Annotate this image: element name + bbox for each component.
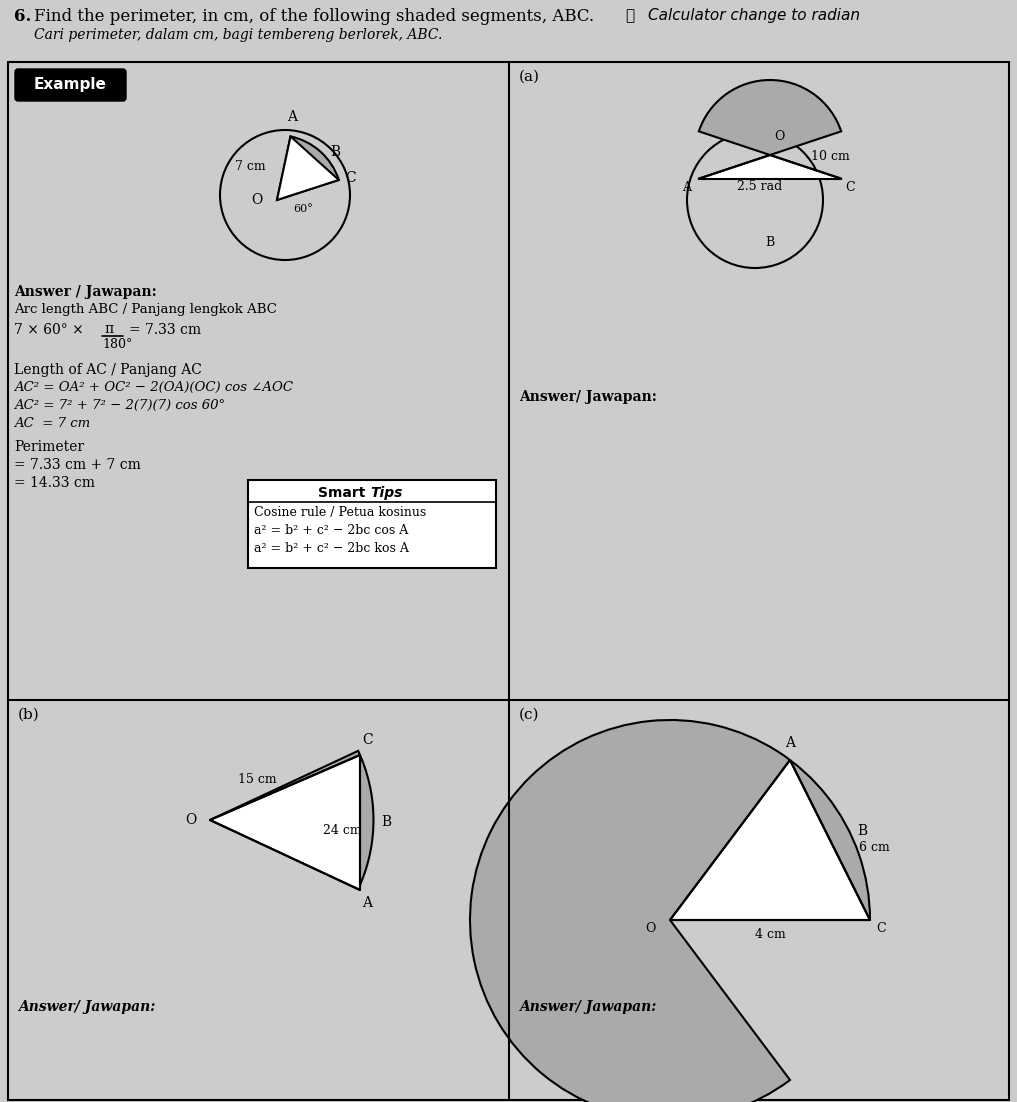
- FancyBboxPatch shape: [15, 69, 126, 101]
- Text: Cari perimeter, dalam cm, bagi tembereng berlorek, ABC.: Cari perimeter, dalam cm, bagi tembereng…: [34, 28, 442, 42]
- Text: B: B: [381, 815, 392, 830]
- Text: π: π: [104, 322, 113, 336]
- Text: C: C: [362, 733, 372, 747]
- Text: 24 cm: 24 cm: [322, 824, 361, 838]
- Text: O: O: [185, 813, 196, 826]
- Text: Smart: Smart: [317, 486, 370, 500]
- Text: O: O: [646, 922, 656, 934]
- Polygon shape: [210, 755, 360, 890]
- Text: Perimeter: Perimeter: [14, 440, 84, 454]
- Text: 10 cm: 10 cm: [811, 150, 849, 163]
- Wedge shape: [699, 80, 841, 155]
- Text: A: A: [362, 896, 372, 910]
- Bar: [8, 62, 508, 700]
- Wedge shape: [277, 137, 339, 199]
- Polygon shape: [670, 760, 870, 920]
- Text: AC² = 7² + 7² − 2(7)(7) cos 60°: AC² = 7² + 7² − 2(7)(7) cos 60°: [14, 399, 225, 412]
- Polygon shape: [277, 137, 339, 199]
- Text: Find the perimeter, in cm, of the following shaded segments, ABC.: Find the perimeter, in cm, of the follow…: [34, 8, 594, 25]
- Text: C: C: [345, 171, 356, 185]
- Text: 60°: 60°: [293, 204, 313, 214]
- Text: O: O: [774, 130, 784, 143]
- Text: AC² = OA² + OC² − 2(OA)(OC) cos ∠AOC: AC² = OA² + OC² − 2(OA)(OC) cos ∠AOC: [14, 381, 293, 395]
- Text: AC  = 7 cm: AC = 7 cm: [14, 417, 91, 430]
- Bar: [248, 480, 496, 568]
- Text: (c): (c): [519, 707, 539, 722]
- Text: a² = b² + c² − 2bc kos A: a² = b² + c² − 2bc kos A: [254, 542, 409, 555]
- Text: 6.: 6.: [14, 8, 32, 25]
- Text: = 14.33 cm: = 14.33 cm: [14, 476, 95, 490]
- Text: B: B: [766, 236, 775, 249]
- Text: Calculator change to radian: Calculator change to radian: [648, 8, 860, 23]
- Bar: [8, 700, 1009, 1100]
- Text: O: O: [252, 193, 263, 207]
- Text: Tips: Tips: [370, 486, 403, 500]
- Text: 4 cm: 4 cm: [755, 928, 785, 941]
- Text: A: A: [288, 110, 298, 125]
- Text: Answer / Jawapan:: Answer / Jawapan:: [14, 285, 157, 299]
- Text: C: C: [876, 922, 886, 934]
- Text: 180°: 180°: [102, 338, 132, 352]
- Text: A: A: [681, 181, 691, 194]
- Text: C: C: [845, 181, 855, 194]
- Bar: [508, 62, 1009, 700]
- Text: (a): (a): [519, 71, 540, 84]
- Text: Example: Example: [34, 77, 107, 93]
- Text: = 7.33 cm: = 7.33 cm: [129, 323, 201, 337]
- Text: 7 × 60° ×: 7 × 60° ×: [14, 323, 83, 337]
- Text: = 7.33 cm + 7 cm: = 7.33 cm + 7 cm: [14, 458, 141, 472]
- Text: ⒳: ⒳: [625, 8, 635, 23]
- Text: 15 cm: 15 cm: [238, 773, 277, 786]
- Text: A: A: [785, 736, 795, 750]
- Text: B: B: [331, 144, 341, 159]
- Text: 2.5 rad: 2.5 rad: [737, 180, 783, 193]
- Text: a² = b² + c² − 2bc cos A: a² = b² + c² − 2bc cos A: [254, 523, 408, 537]
- Text: Arc length ABC / Panjang lengkok ABC: Arc length ABC / Panjang lengkok ABC: [14, 303, 277, 316]
- Wedge shape: [210, 750, 373, 885]
- Polygon shape: [699, 155, 841, 179]
- Text: 7 cm: 7 cm: [235, 160, 265, 173]
- Text: Answer/ Jawapan:: Answer/ Jawapan:: [18, 1000, 156, 1014]
- Text: Answer/ Jawapan:: Answer/ Jawapan:: [519, 1000, 656, 1014]
- Text: Cosine rule / Petua kosinus: Cosine rule / Petua kosinus: [254, 506, 426, 519]
- Text: (b): (b): [18, 707, 40, 722]
- Text: Length of AC / Panjang AC: Length of AC / Panjang AC: [14, 363, 202, 377]
- Text: 6 cm: 6 cm: [859, 841, 890, 854]
- Text: Answer/ Jawapan:: Answer/ Jawapan:: [519, 390, 657, 404]
- Text: B: B: [857, 823, 868, 838]
- Wedge shape: [470, 720, 870, 1102]
